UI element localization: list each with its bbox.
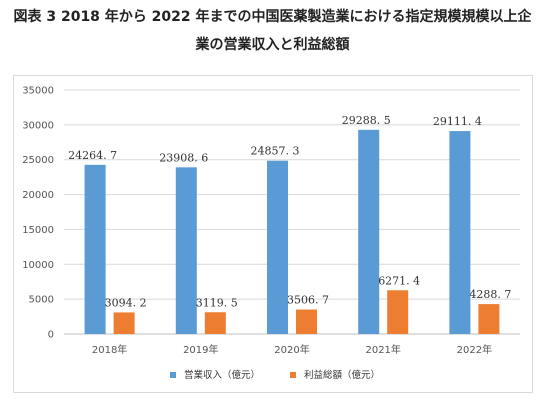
data-label: 3094. 2 [105, 296, 147, 309]
chart-title-line1: 図表 3 2018 年から 2022 年までの中国医薬製造業における指定規模規模… [13, 9, 532, 25]
x-tick-label: 2020年 [274, 343, 309, 356]
bar-revenue [449, 131, 471, 334]
x-tick-label: 2022年 [457, 343, 492, 356]
chart-title-line2: 業の営業収入と利益総額 [195, 37, 350, 53]
data-label: 3119. 5 [196, 296, 238, 309]
legend-swatch [170, 372, 176, 378]
bar-profit [204, 312, 226, 334]
x-tick-label: 2019年 [183, 343, 218, 356]
bar-profit [296, 309, 317, 334]
y-tick-label: 5000 [29, 295, 54, 306]
y-tick-label: 25000 [22, 155, 54, 166]
bar-profit [478, 304, 500, 334]
data-label: 23908. 6 [159, 151, 208, 164]
legend-swatch [290, 372, 296, 378]
data-label: 29111. 4 [433, 115, 482, 128]
legend-label: 営業収入（億元） [184, 369, 260, 381]
data-label: 3506. 7 [287, 294, 329, 307]
data-label: 24857. 3 [251, 145, 300, 158]
data-label: 4288. 7 [469, 288, 511, 301]
bar-profit [113, 312, 135, 334]
y-tick-label: 10000 [22, 260, 54, 271]
y-tick-label: 35000 [22, 86, 54, 97]
data-label: 29288. 5 [342, 114, 391, 127]
x-tick-label: 2018年 [92, 343, 127, 356]
data-label: 24264. 7 [68, 149, 117, 162]
legend-label: 利益総額（億元） [304, 369, 380, 381]
bar-revenue [175, 167, 197, 334]
bar-revenue [358, 129, 380, 334]
x-tick-label: 2021年 [365, 343, 400, 356]
y-tick-label: 15000 [22, 225, 54, 236]
bar-revenue [84, 164, 106, 334]
bar-profit [387, 290, 409, 334]
bar-revenue [267, 160, 288, 334]
data-label: 6271. 4 [378, 274, 420, 287]
y-tick-label: 0 [48, 330, 54, 341]
y-tick-label: 20000 [22, 190, 54, 201]
y-tick-label: 30000 [22, 120, 54, 131]
chart-frame [13, 75, 533, 393]
